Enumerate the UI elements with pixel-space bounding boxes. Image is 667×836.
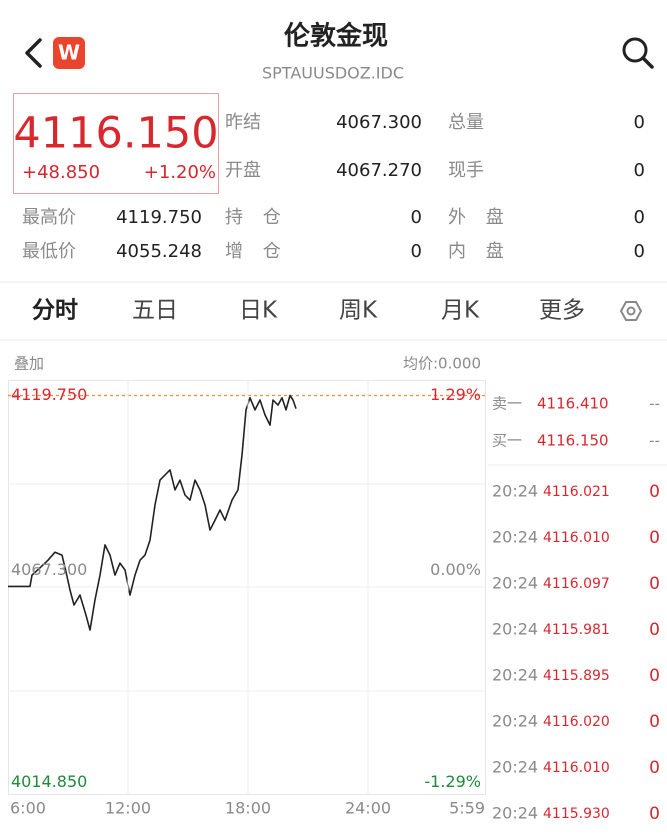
y-tick-label: 4014.850 <box>11 772 87 791</box>
trade-time: 20:24 <box>492 666 538 685</box>
settings-button[interactable] <box>619 301 643 321</box>
stat-value: 4055.248 <box>116 241 202 262</box>
stat-value: 4067.270 <box>336 160 422 181</box>
stat-value: 0 <box>634 112 645 133</box>
trade-time: 20:24 <box>492 528 538 547</box>
book-label: 买一 <box>492 432 522 450</box>
stat-label: 昨结 <box>225 112 261 133</box>
title: 伦敦金现 <box>284 21 388 52</box>
trade-price: 4116.020 <box>543 714 610 730</box>
tab[interactable]: 周K <box>339 298 378 324</box>
stat-label: 现手 <box>448 160 484 181</box>
trade-time: 20:24 <box>492 620 538 639</box>
book-price: 4116.410 <box>537 395 609 413</box>
subtitle: SPTAUUSDOZ.IDC <box>262 64 404 83</box>
price-line <box>8 394 297 631</box>
search-icon <box>641 56 654 69</box>
x-tick-label: 6:00 <box>10 799 46 818</box>
trade-volume: 0 <box>649 528 660 548</box>
trade-volume: 0 <box>649 482 660 502</box>
tabs: 分时 五日 日K 周K 月K 更多 <box>32 298 585 324</box>
stat-value: 0 <box>634 207 645 228</box>
order-panel: 卖一 4116.410 -- 买一 4116.150 -- 20:24 4116.021 0 20… <box>492 395 660 825</box>
stat-label: 外 盘 <box>448 207 504 228</box>
book-volume: -- <box>649 432 660 450</box>
trade-volume: 0 <box>649 758 660 778</box>
average-price: 均价:0.000 <box>403 355 481 373</box>
trade-price: 4116.010 <box>543 760 610 776</box>
trade-time: 20:24 <box>492 712 538 731</box>
tab[interactable]: 更多 <box>539 298 585 324</box>
y-tick-label: 4119.750 <box>11 385 87 404</box>
percent-label: 0.00% <box>430 560 481 579</box>
tab[interactable]: 五日 <box>132 298 178 324</box>
percent-label: -1.29% <box>424 772 481 791</box>
trade-price: 4116.010 <box>543 530 610 546</box>
stat-value: 4119.750 <box>116 207 202 228</box>
x-tick-label: 18:00 <box>225 799 271 818</box>
trade-volume: 0 <box>649 574 660 594</box>
stat-label: 增 仓 <box>225 241 281 262</box>
stat-value: 4067.300 <box>336 112 422 133</box>
x-tick-label: 24:00 <box>345 799 391 818</box>
trade-time: 20:24 <box>492 758 538 777</box>
tab[interactable]: 分时 <box>32 298 78 324</box>
trade-volume: 0 <box>649 666 660 686</box>
trade-price: 4115.895 <box>543 668 610 684</box>
tab[interactable]: 日K <box>239 298 278 324</box>
logo <box>53 37 85 69</box>
stat-label: 总量 <box>448 112 484 133</box>
quote-box <box>13 93 219 194</box>
price-change: +48.850 <box>22 162 100 183</box>
back-button[interactable] <box>25 38 42 68</box>
y-tick-label: 4067.300 <box>11 560 87 579</box>
stat-value: 0 <box>634 160 645 181</box>
trade-volume: 0 <box>649 804 660 824</box>
overlay-button[interactable]: 叠加 <box>14 355 44 373</box>
percent-change: +1.20% <box>144 162 216 183</box>
settings-icon <box>626 306 636 316</box>
settings-icon <box>619 301 643 321</box>
book-price: 4116.150 <box>537 432 609 450</box>
trade-price: 4116.021 <box>543 484 610 500</box>
trade-time: 20:24 <box>492 804 538 823</box>
stats: 昨结 4067.300 总量 0 开盘 4067.270 现手 0 最高价 4119.750 持 仓… <box>22 112 645 262</box>
book-label: 卖一 <box>492 395 522 413</box>
trade-time: 20:24 <box>492 574 538 593</box>
search-button[interactable] <box>622 37 654 69</box>
x-tick-label: 12:00 <box>105 799 151 818</box>
trade-price: 4115.930 <box>543 806 610 822</box>
book-volume: -- <box>649 395 660 413</box>
stat-label: 开盘 <box>225 160 261 181</box>
stat-label: 最低价 <box>22 241 76 262</box>
trade-time: 20:24 <box>492 482 538 501</box>
tab[interactable]: 月K <box>441 298 480 324</box>
stat-label: 最高价 <box>22 207 76 228</box>
percent-label: 1.29% <box>430 385 481 404</box>
stat-label: 内 盘 <box>448 241 504 262</box>
x-tick-label: 5:59 <box>449 799 485 818</box>
stat-value: 0 <box>411 207 422 228</box>
trade-price: 4115.981 <box>543 622 610 638</box>
trade-price: 4116.097 <box>543 576 610 592</box>
last-price: 4116.150 <box>13 109 218 159</box>
trade-volume: 0 <box>649 620 660 640</box>
trade-volume: 0 <box>649 712 660 732</box>
chart: 4119.750 1.29% 4067.300 0.00% 4014.850 -1.29%… <box>8 380 485 818</box>
search-icon <box>622 37 648 63</box>
stat-label: 持 仓 <box>225 207 281 228</box>
logo-text: W <box>58 41 80 65</box>
stat-value: 0 <box>411 241 422 262</box>
stat-value: 0 <box>634 241 645 262</box>
